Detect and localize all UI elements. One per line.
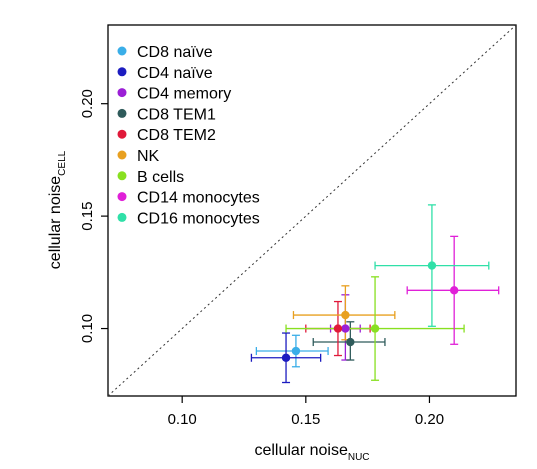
- x-axis: 0.10 0.15 0.20: [168, 396, 444, 428]
- legend-marker: [117, 150, 127, 160]
- legend: CD8 naïve CD4 naïve CD4 memory CD8 TEM1 CD8 …: [117, 44, 260, 227]
- legend-label: CD14 monocytes: [137, 190, 260, 207]
- legend-label: CD4 memory: [137, 86, 231, 103]
- y-axis-label-sub: CELL: [57, 150, 68, 175]
- plot-frame: [107, 24, 517, 397]
- y-axis: 0.10 0.15 0.20: [79, 89, 108, 343]
- legend-label: CD16 monocytes: [137, 210, 260, 227]
- y-tick-label: 0.15: [79, 202, 96, 231]
- legend-marker: [117, 212, 127, 222]
- legend-marker: [117, 192, 127, 202]
- data-point: [346, 337, 355, 347]
- x-tick-label: 0.20: [415, 411, 444, 428]
- data-point: [333, 324, 343, 333]
- data-point: [291, 346, 301, 356]
- y-tick-label: 0.20: [79, 89, 96, 118]
- legend-label: B cells: [137, 169, 184, 186]
- legend-label: CD8 TEM2: [137, 127, 216, 144]
- legend-marker: [117, 46, 127, 56]
- identity-line: [107, 24, 517, 397]
- x-tick-label: 0.10: [168, 411, 197, 428]
- data-point: [341, 310, 350, 320]
- x-tick-label: 0.15: [291, 411, 320, 428]
- legend-marker: [117, 171, 127, 181]
- data-point: [281, 353, 291, 362]
- x-axis-label-main: cellular noise: [254, 442, 347, 459]
- legend-label: CD4 naïve: [137, 65, 213, 82]
- x-axis-label-sub: NUC: [348, 452, 370, 463]
- y-tick-label: 0.10: [79, 314, 96, 343]
- data-points: [281, 261, 459, 362]
- legend-label: NK: [137, 148, 160, 165]
- legend-label: CD8 TEM1: [137, 106, 216, 123]
- y-axis-label-main: cellular noise: [47, 176, 64, 269]
- x-axis-label: cellular noiseNUC: [254, 442, 369, 463]
- reference-line-layer: [107, 24, 517, 397]
- data-point: [449, 286, 459, 295]
- y-axis-label: cellular noiseCELL: [47, 150, 68, 269]
- legend-marker: [117, 129, 127, 139]
- legend-marker: [117, 88, 127, 98]
- legend-marker: [117, 67, 127, 77]
- data-point: [370, 324, 380, 333]
- data-point: [427, 261, 437, 270]
- legend-label: CD8 naïve: [137, 44, 213, 61]
- data-point: [341, 324, 350, 333]
- legend-marker: [117, 108, 127, 118]
